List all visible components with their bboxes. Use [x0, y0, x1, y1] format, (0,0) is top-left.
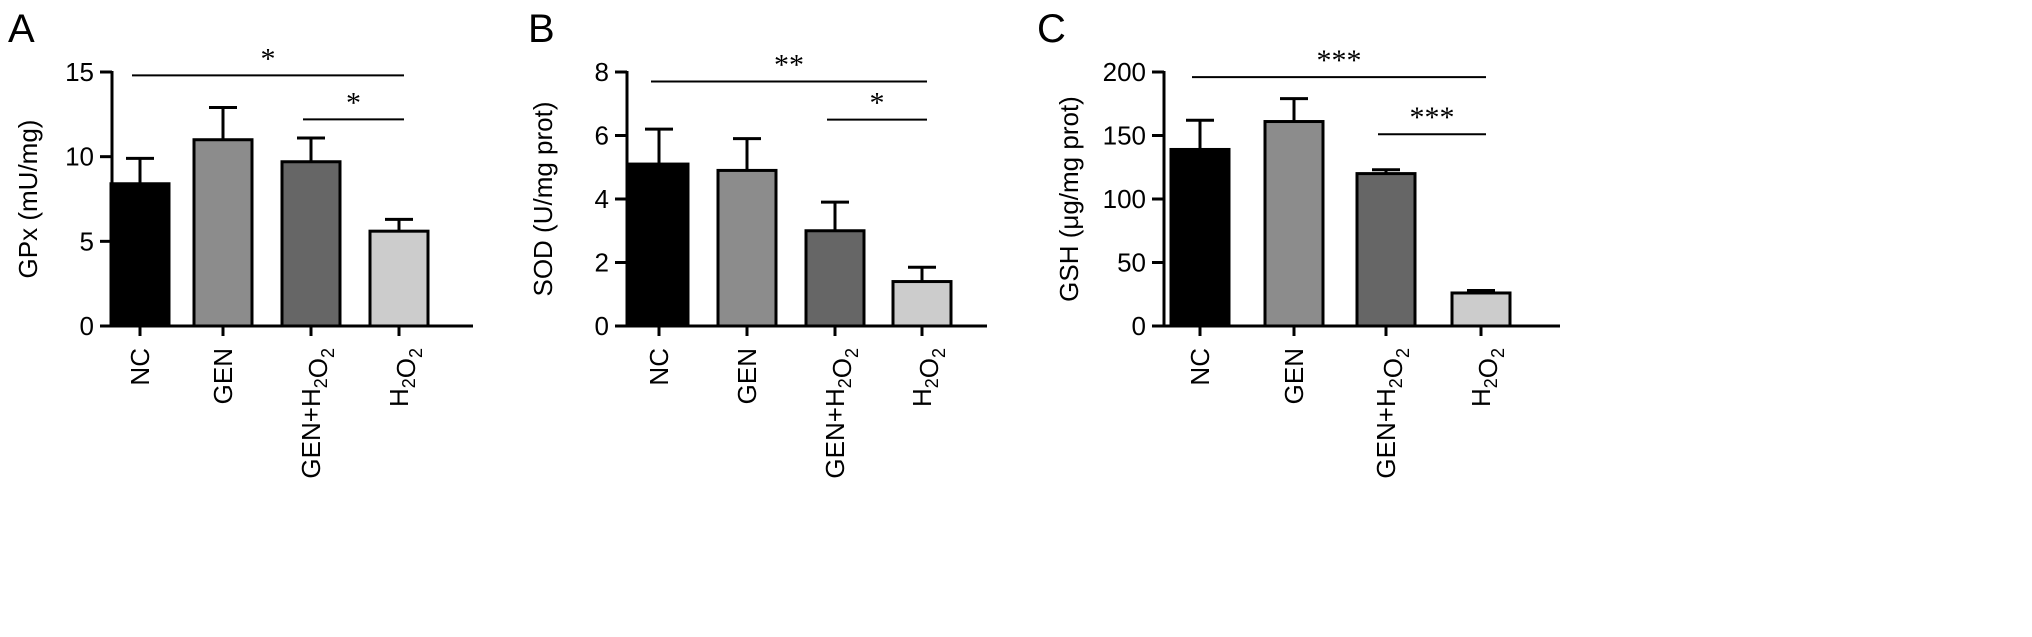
- y-tick-label: 50: [1117, 248, 1146, 278]
- significance-stars: **: [774, 49, 804, 82]
- category-label-gen: GEN: [732, 348, 762, 404]
- category-label-h2o2: H2O2: [907, 348, 949, 407]
- bar-gen: [192, 138, 254, 328]
- y-tick-label: 2: [595, 248, 609, 278]
- bar-nc: [109, 182, 171, 328]
- y-tick-label: 15: [65, 57, 94, 87]
- y-tick-label: 0: [80, 311, 94, 341]
- category-label-nc: NC: [1185, 348, 1215, 386]
- y-tick-label: 5: [80, 226, 94, 256]
- y-axis-label: GPx (mU/mg): [13, 120, 43, 279]
- significance-stars: ***: [1317, 44, 1362, 77]
- significance-stars: *: [261, 42, 276, 75]
- bar-gen: [1263, 120, 1325, 328]
- bar-h2o2: [368, 229, 430, 328]
- category-label-h2o2: H2O2: [384, 348, 426, 407]
- category-label-nc: NC: [125, 348, 155, 386]
- y-tick-label: 0: [1132, 311, 1146, 341]
- bar-gen-h2o2: [280, 160, 342, 328]
- category-label-gen-h2o2: GEN+H2O2: [1371, 348, 1413, 479]
- category-label-nc: NC: [644, 348, 674, 386]
- significance-stars: *: [870, 87, 885, 120]
- bar-gen: [716, 168, 778, 328]
- category-label-h2o2: H2O2: [1466, 348, 1508, 407]
- bar-nc: [628, 162, 690, 328]
- y-axis-label: GSH (μg/mg prot): [1054, 96, 1084, 302]
- panel-a: A 0 5 10 15 GPx (mU/mg) NC GEN GEN+H2O2 H2O2 * *: [8, 7, 473, 479]
- category-label-gen-h2o2: GEN+H2O2: [820, 348, 862, 479]
- y-tick-label: 200: [1103, 57, 1146, 87]
- significance-stars: ***: [1410, 101, 1455, 134]
- category-label-gen-h2o2: GEN+H2O2: [296, 348, 338, 479]
- category-label-gen: GEN: [208, 348, 238, 404]
- bar-nc: [1169, 147, 1231, 328]
- y-tick-label: 0: [595, 311, 609, 341]
- y-tick-label: 150: [1103, 121, 1146, 151]
- bar-h2o2: [891, 280, 953, 328]
- significance-stars: *: [346, 86, 361, 119]
- y-axis-label: SOD (U/mg prot): [528, 101, 558, 296]
- panel-c: C 0 50 100 150 200 GSH (μg/mg prot) NC GEN GEN+H2…: [1037, 7, 1560, 479]
- bar-gen-h2o2: [1355, 172, 1417, 328]
- y-tick-label: 10: [65, 142, 94, 172]
- bar-h2o2: [1450, 291, 1512, 328]
- category-label-gen: GEN: [1279, 348, 1309, 404]
- y-tick-label: 6: [595, 121, 609, 151]
- y-tick-label: 4: [595, 184, 609, 214]
- y-tick-label: 8: [595, 57, 609, 87]
- y-tick-label: 100: [1103, 184, 1146, 214]
- bar-gen-h2o2: [804, 229, 866, 328]
- panel-letter: A: [8, 7, 35, 51]
- panel-letter: B: [528, 7, 555, 51]
- panel-letter: C: [1037, 7, 1066, 51]
